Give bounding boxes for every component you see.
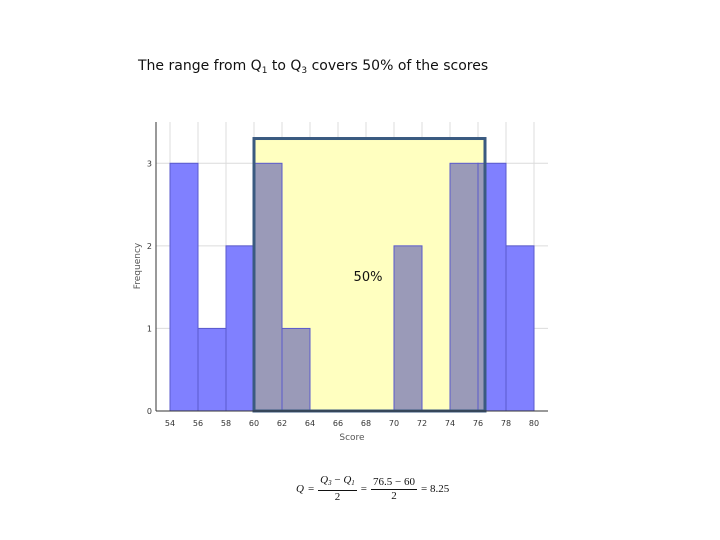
x-tick-label-64: 64 bbox=[305, 419, 315, 428]
x-tick-label-54: 54 bbox=[165, 419, 175, 428]
formula-numerator-1: Q3 − Q1 bbox=[318, 474, 357, 491]
formula-q1: Q bbox=[343, 474, 352, 486]
bar-58 bbox=[225, 245, 255, 412]
formula-q3-sub: 3 bbox=[328, 479, 332, 487]
bar-74 bbox=[449, 162, 479, 412]
x-tick-label-76: 76 bbox=[473, 419, 483, 428]
formula-equals-2: = bbox=[360, 483, 368, 495]
title-sub-q3: 3 bbox=[301, 66, 308, 76]
x-axis-label: Score bbox=[339, 433, 365, 443]
x-tick-label-70: 70 bbox=[389, 419, 399, 428]
iqr-percent-label: 50% bbox=[354, 270, 383, 285]
x-tick-label-56: 56 bbox=[193, 419, 203, 428]
title-mid: to Q bbox=[267, 58, 302, 74]
title-sub-q1: 1 bbox=[261, 66, 268, 76]
formula-q3: Q bbox=[320, 474, 329, 486]
slide-title: The range from Q1 to Q3 covers 50% of th… bbox=[138, 58, 558, 76]
bar-62 bbox=[281, 327, 311, 412]
x-tick-label-68: 68 bbox=[361, 419, 371, 428]
title-suffix: covers 50% of the scores bbox=[307, 58, 489, 74]
bar-60 bbox=[253, 162, 283, 412]
x-tick-label-60: 60 bbox=[249, 419, 259, 428]
bar-56 bbox=[197, 327, 227, 412]
formula-denominator-2: 2 bbox=[391, 489, 397, 502]
formula-numerator-2: 76.5 − 60 bbox=[371, 475, 417, 490]
y-tick-label-3: 3 bbox=[147, 159, 152, 168]
formula-fraction-2: 76.5 − 60 2 bbox=[371, 476, 417, 503]
semi-iqr-formula: Q = Q3 − Q1 2 = 76.5 − 60 2 = 8.25 bbox=[296, 474, 456, 510]
formula-equals: = bbox=[307, 483, 315, 495]
title-prefix: The range from Q bbox=[138, 58, 262, 74]
formula-fraction-1: Q3 − Q1 2 bbox=[318, 474, 357, 504]
bar-76-inside bbox=[478, 163, 485, 411]
x-tick-label-72: 72 bbox=[417, 419, 427, 428]
formula-denominator-1: 2 bbox=[334, 491, 341, 503]
y-tick-label-2: 2 bbox=[147, 242, 152, 251]
x-tick-label-66: 66 bbox=[333, 419, 343, 428]
bar-54 bbox=[169, 162, 199, 412]
bar-76-outside bbox=[485, 163, 506, 411]
x-tick-label-58: 58 bbox=[221, 419, 231, 428]
axis-layer: 54 56 58 60 62 64 66 68 70 72 74 76 78 80 0 1 2 3 bbox=[147, 122, 548, 428]
formula-lhs: Q bbox=[296, 483, 304, 495]
x-tick-label-80: 80 bbox=[529, 419, 539, 428]
x-tick-label-62: 62 bbox=[277, 419, 287, 428]
x-tick-label-74: 74 bbox=[445, 419, 455, 428]
formula-minus: − bbox=[331, 474, 344, 486]
y-tick-label-0: 0 bbox=[147, 407, 152, 416]
bar-70 bbox=[393, 245, 423, 412]
y-axis-label: Frequency bbox=[133, 242, 143, 289]
formula-q1-sub: 1 bbox=[351, 479, 355, 487]
y-tick-label-1: 1 bbox=[147, 324, 152, 333]
bar-78 bbox=[505, 245, 535, 412]
formula-result: = 8.25 bbox=[420, 483, 450, 495]
x-tick-label-78: 78 bbox=[501, 419, 511, 428]
